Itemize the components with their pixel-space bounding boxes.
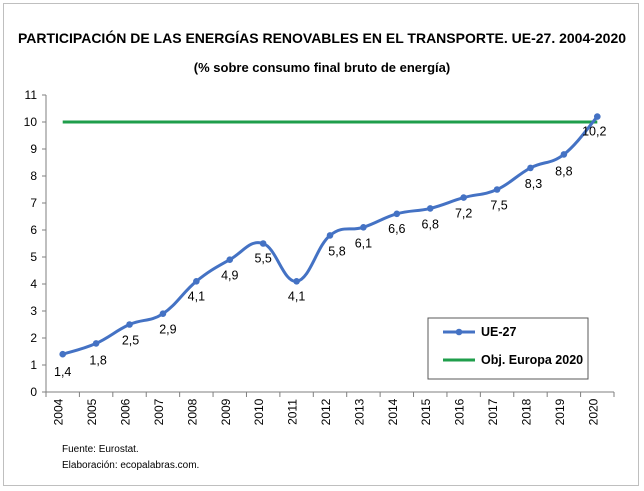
x-tick-label: 2010 [252,398,266,425]
ue27-data-point [226,256,234,264]
legend-ue27-label: UE-27 [481,325,516,339]
y-tick-label: 4 [30,277,37,291]
ue27-data-point [59,350,67,358]
x-tick-label: 2019 [553,398,567,425]
x-tick-label: 2004 [52,398,66,425]
ue27-data-point [527,164,534,172]
ue27-data-point [560,151,568,158]
data-label: 2,9 [159,323,176,337]
data-label: 1,4 [54,365,71,379]
x-tick-label: 2017 [486,398,500,425]
data-label: 7,2 [455,207,472,221]
x-tick-label: 2012 [319,398,333,425]
legend: UE-27 Obj. Europa 2020 [427,317,589,380]
ue27-data-point [360,224,367,231]
data-label: 6,8 [422,217,439,231]
source-note: Fuente: Eurostat. [62,444,139,455]
x-tick-label: 2014 [386,398,400,425]
y-tick-label: 1 [30,358,37,372]
data-label: 7,5 [490,199,507,213]
ue27-data-point [159,310,167,318]
ue27-data-point [92,340,100,347]
ue27-data-point [193,278,200,285]
data-label: 2,5 [122,334,139,348]
x-tick-label: 2006 [119,398,133,425]
x-tick-label: 2018 [519,398,533,425]
data-label: 4,1 [188,289,205,303]
y-tick-label: 8 [30,169,37,183]
data-label: 1,8 [89,353,106,367]
y-tick-label: 6 [30,223,37,237]
x-tick-label: 2009 [219,398,233,425]
credit-note: Elaboración: ecopalabras.com. [62,460,200,471]
y-tick-label: 0 [30,385,37,399]
data-label: 8,8 [555,164,572,178]
x-tick-label: 2015 [419,398,433,425]
data-label: 5,8 [328,244,345,258]
chart-title: PARTICIPACIÓN DE LAS ENERGÍAS RENOVABLES… [17,30,627,46]
x-tick-label: 2008 [185,398,199,425]
x-tick-label: 2011 [286,399,300,425]
ue27-data-point [393,210,401,218]
x-tick-label: 2005 [85,398,99,425]
y-tick-label: 7 [30,196,37,210]
y-tick-label: 5 [30,250,37,264]
y-tick-label: 11 [25,88,38,102]
series-layer: 1,4 1,8 2,5 2,9 4,1 4,9 5,5 4,1 5,8 6,1 6,6 6,8 7,2 7… [54,113,606,379]
data-label: 6,1 [355,236,372,250]
x-axis-ticks: 2004 2005 2006 2007 2008 2009 2010 2011 2012 2013… [45,392,615,425]
ue27-data-point [326,232,334,239]
ue27-data-point [259,240,267,247]
axes [45,95,614,393]
data-label: 10,2 [582,125,606,139]
legend-box [427,317,589,380]
x-tick-label: 2020 [586,398,600,425]
data-label: 4,9 [221,269,238,283]
y-tick-label: 10 [24,115,38,129]
y-tick-label: 2 [30,331,37,345]
chart-subtitle: (% sobre consumo final bruto de energía) [193,60,451,75]
legend-target-label: Obj. Europa 2020 [481,353,583,367]
data-label: 8,3 [525,177,542,191]
ue27-data-point [126,321,133,328]
x-tick-label: 2007 [152,398,166,425]
y-tick-label: 3 [30,304,37,318]
ue27-data-point [593,113,601,120]
x-tick-label: 2016 [453,398,467,425]
data-label: 6,6 [388,222,405,236]
data-label: 4,1 [288,289,305,303]
ue27-data-point [460,194,467,201]
ue27-data-point [293,278,300,285]
x-tick-label: 2013 [352,398,366,425]
legend-ue27-marker [455,328,463,336]
ue27-data-point [493,186,501,193]
data-label: 5,5 [254,252,271,266]
y-axis-ticks: 0 1 2 3 4 5 6 7 8 9 10 11 [24,88,46,399]
y-tick-label: 9 [30,142,37,156]
ue27-data-point [426,205,434,212]
